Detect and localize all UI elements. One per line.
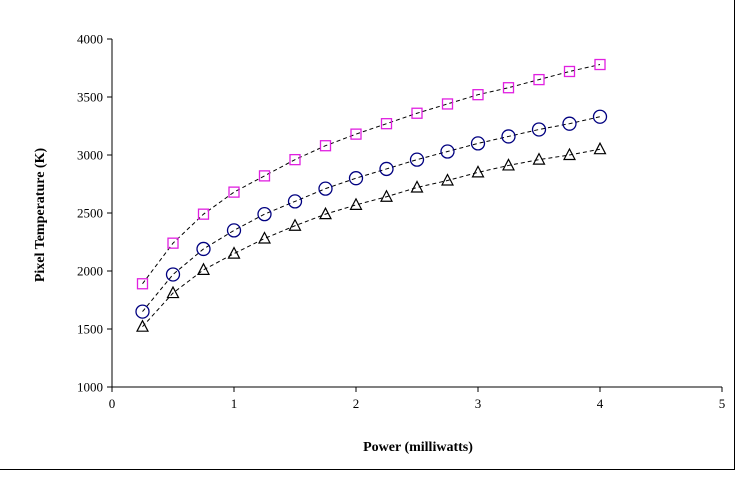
x-tick-label: 4	[597, 396, 604, 411]
circle-marker	[226, 223, 242, 238]
triangle-marker	[563, 147, 576, 161]
triangle-marker	[502, 158, 515, 171]
triangle-marker	[532, 152, 546, 165]
circle-marker	[531, 122, 547, 137]
circle-marker	[348, 171, 364, 186]
square-marker	[289, 153, 301, 166]
square-marker	[380, 118, 393, 130]
circle-marker	[196, 241, 211, 257]
trend-line-triangle	[142, 148, 601, 328]
x-tick-label: 3	[475, 396, 482, 411]
triangle-marker	[197, 262, 210, 275]
triangle-marker	[319, 206, 332, 220]
square-marker	[197, 208, 210, 220]
square-marker	[563, 65, 576, 78]
triangle-marker	[593, 141, 607, 155]
circle-marker	[379, 161, 394, 177]
circle-marker	[470, 136, 486, 151]
square-marker	[136, 278, 149, 290]
x-tick-label: 1	[231, 396, 238, 411]
x-tick-label: 2	[353, 396, 360, 411]
square-marker	[319, 140, 332, 152]
circle-marker	[287, 194, 303, 209]
triangle-marker	[258, 231, 271, 244]
circle-marker	[440, 144, 455, 159]
square-marker	[441, 98, 454, 110]
triangle-marker	[136, 319, 149, 332]
triangle-marker	[227, 246, 241, 259]
triangle-marker	[410, 180, 424, 193]
triangle-marker	[471, 165, 485, 178]
x-tick-label: 0	[109, 396, 116, 411]
x-axis-title: Power (milliwatts)	[363, 440, 473, 455]
triangle-marker	[441, 173, 454, 186]
circle-marker	[409, 152, 425, 167]
chart-frame	[0, 0, 735, 470]
triangle-marker	[380, 189, 393, 202]
circle-marker	[257, 207, 272, 222]
y-tick-label: 1000	[77, 380, 103, 395]
y-tick-label: 1500	[77, 322, 103, 337]
square-marker	[533, 73, 545, 86]
y-tick-label: 2500	[77, 206, 103, 221]
y-tick-label: 3500	[77, 90, 103, 105]
x-tick-label: 5	[719, 396, 726, 411]
trend-line-square	[142, 64, 601, 285]
square-marker	[258, 170, 271, 182]
circle-marker	[318, 181, 333, 196]
square-marker	[472, 89, 484, 101]
square-marker	[502, 82, 515, 94]
y-axis-title: Pixel Temperature (K)	[33, 148, 48, 283]
circle-marker	[135, 304, 150, 319]
circle-marker	[562, 116, 577, 131]
square-marker	[594, 58, 606, 71]
square-marker	[167, 237, 179, 249]
trend-lines	[142, 64, 601, 328]
circle-marker	[592, 109, 608, 124]
triangle-marker	[288, 218, 302, 231]
y-tick-label: 4000	[77, 32, 103, 47]
circle-marker	[165, 267, 181, 282]
y-tick-label: 3000	[77, 148, 103, 163]
square-marker	[411, 107, 423, 119]
circle-marker	[501, 129, 516, 144]
y-tick-label: 2000	[77, 264, 103, 279]
trend-line-circle	[142, 116, 601, 312]
triangle-marker	[349, 197, 363, 210]
triangle-marker	[166, 285, 180, 299]
data-markers	[135, 58, 608, 332]
square-marker	[350, 128, 362, 140]
square-marker	[228, 186, 240, 198]
axes: 1000 1500 2000 2500 3000 3500 4000 0 1 2 3 4 5	[77, 32, 725, 412]
